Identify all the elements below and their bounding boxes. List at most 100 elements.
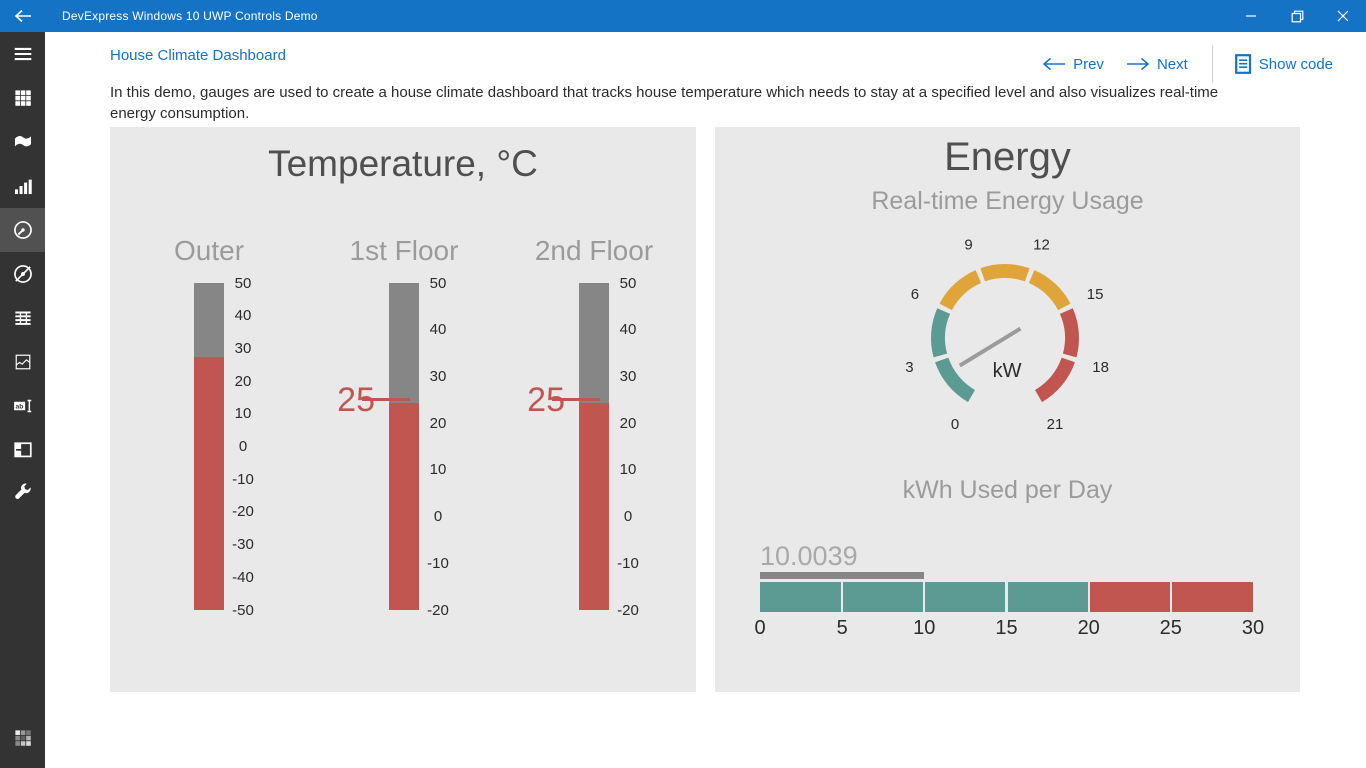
bullet-segment bbox=[1007, 582, 1088, 612]
temp-tick-label: 50 bbox=[619, 274, 637, 292]
radial-gauge-segment bbox=[1034, 357, 1075, 403]
bullet-tick-label: 0 bbox=[754, 617, 766, 639]
temperature-title: Temperature, °C bbox=[268, 143, 538, 184]
back-button[interactable] bbox=[0, 0, 46, 32]
sidebar-item-gauge[interactable] bbox=[0, 208, 45, 252]
radial-gauge-segment bbox=[935, 357, 976, 403]
back-arrow-icon bbox=[14, 9, 31, 23]
bullet-segment bbox=[843, 582, 924, 612]
temp-gauge-bar bbox=[194, 283, 224, 610]
sidebar: ab bbox=[0, 32, 45, 768]
minimize-icon bbox=[1246, 15, 1256, 17]
main-content: House Climate Dashboard Prev Next Show c… bbox=[45, 32, 1366, 768]
close-icon bbox=[1337, 10, 1349, 22]
temp-tick-label: 40 bbox=[429, 321, 447, 339]
sidebar-item-range-chart[interactable] bbox=[0, 340, 45, 384]
bar-chart-icon bbox=[14, 179, 32, 195]
radial-gauge-segment bbox=[1059, 308, 1079, 358]
demo-description: In this demo, gauges are used to create … bbox=[110, 82, 1218, 124]
temp-gauge-fill bbox=[579, 403, 609, 610]
target-marker-line bbox=[362, 398, 410, 402]
sidebar-item-flag[interactable] bbox=[0, 120, 45, 164]
target-marker-label: 25 bbox=[337, 380, 375, 419]
dashboard-panels: Temperature, °C Outer 50 40 30 20 10 0 -10 -20 -3… bbox=[110, 127, 1300, 692]
menu-icon bbox=[14, 47, 31, 61]
show-code-button[interactable]: Show code bbox=[1234, 54, 1333, 74]
temp-tick-label: 20 bbox=[429, 414, 447, 432]
temp-tick-label: 50 bbox=[429, 274, 447, 292]
titlebar: DevExpress Windows 10 UWP Controls Demo bbox=[0, 0, 1366, 32]
sidebar-item-editors[interactable]: ab bbox=[0, 384, 45, 428]
prev-button[interactable]: Prev bbox=[1042, 56, 1104, 73]
sidebar-item-table[interactable] bbox=[0, 296, 45, 340]
temp-tick-label: 30 bbox=[429, 367, 447, 385]
sidebar-item-tiles[interactable] bbox=[0, 76, 45, 120]
sidebar-item-compass[interactable] bbox=[0, 252, 45, 296]
kwh-value-label: 10.0039 bbox=[760, 541, 858, 571]
radial-energy-gauge: 0 3 6 9 12 15 18 21 kW bbox=[905, 236, 1109, 433]
temp-tick-label: -20 bbox=[427, 601, 449, 619]
radial-tick-label: 18 bbox=[1092, 359, 1109, 376]
bullet-tick-label: 20 bbox=[1077, 617, 1100, 639]
temp-tick-label: -20 bbox=[232, 503, 254, 521]
temp-tick-label: 20 bbox=[619, 414, 637, 432]
compass-icon bbox=[13, 265, 32, 283]
sidebar-item-wrench[interactable] bbox=[0, 472, 45, 516]
temp-tick-label: 40 bbox=[619, 321, 637, 339]
temp-tick-label: -10 bbox=[617, 554, 639, 572]
temp-tick-label: 30 bbox=[234, 339, 252, 357]
temp-tick-label: 0 bbox=[433, 508, 443, 526]
next-button[interactable]: Next bbox=[1126, 56, 1188, 73]
breadcrumb[interactable]: House Climate Dashboard bbox=[110, 47, 286, 64]
range-chart-icon bbox=[15, 354, 30, 370]
radial-gauge-segment bbox=[980, 264, 1030, 282]
show-code-label: Show code bbox=[1258, 55, 1333, 73]
close-button[interactable] bbox=[1320, 0, 1366, 32]
temperature-panel: Temperature, °C Outer 50 40 30 20 10 0 -10 -20 -3… bbox=[110, 127, 696, 692]
radial-tick-label: 0 bbox=[951, 416, 959, 433]
temp-tick-label: 50 bbox=[234, 274, 252, 292]
editors-icon: ab bbox=[13, 399, 31, 413]
sidebar-item-bar-chart[interactable] bbox=[0, 164, 45, 208]
radial-tick-label: 6 bbox=[911, 286, 919, 303]
gauge-needle bbox=[958, 326, 1022, 368]
temp-gauge-bar bbox=[579, 283, 609, 610]
tiles-icon bbox=[14, 90, 31, 106]
restore-button[interactable] bbox=[1274, 0, 1320, 32]
temp-tick-label: 10 bbox=[429, 461, 447, 479]
temp-gauge-label: 1st Floor bbox=[349, 235, 459, 266]
layout-icon bbox=[13, 442, 32, 458]
kw-unit-label: kW bbox=[993, 360, 1022, 382]
bullet-tick-label: 5 bbox=[836, 617, 848, 639]
bullet-tick-label: 10 bbox=[913, 617, 936, 639]
demo-nav: Prev Next Show code bbox=[1042, 45, 1333, 83]
temp-tick-label: -50 bbox=[232, 601, 254, 619]
temp-tick-label: -10 bbox=[232, 470, 254, 488]
next-label: Next bbox=[1156, 55, 1188, 73]
bullet-segment bbox=[1089, 582, 1170, 612]
temp-gauge-bar bbox=[389, 283, 419, 610]
bullet-tick-label: 30 bbox=[1241, 617, 1265, 639]
sidebar-item-layout[interactable] bbox=[0, 428, 45, 472]
radial-gauge-segment bbox=[939, 270, 982, 311]
bullet-value-bar bbox=[760, 572, 925, 579]
sidebar-item-menu[interactable] bbox=[0, 32, 45, 76]
table-icon bbox=[14, 311, 31, 325]
sidebar-item-apps[interactable] bbox=[0, 716, 45, 760]
kwh-title: kWh Used per Day bbox=[902, 476, 1113, 504]
left-arrow-icon bbox=[1042, 57, 1066, 71]
radial-tick-label: 15 bbox=[1087, 286, 1104, 303]
temp-tick-label: 10 bbox=[619, 461, 637, 479]
temp-tick-label: 40 bbox=[234, 307, 252, 325]
radial-tick-label: 3 bbox=[905, 359, 913, 376]
temp-gauge-fill bbox=[194, 356, 224, 610]
minimize-button[interactable] bbox=[1228, 0, 1274, 32]
bullet-segment bbox=[925, 582, 1006, 612]
apps-icon bbox=[14, 730, 31, 746]
svg-text:ab: ab bbox=[15, 403, 23, 410]
window-title: DevExpress Windows 10 UWP Controls Demo bbox=[62, 9, 318, 23]
radial-tick-label: 9 bbox=[964, 236, 972, 253]
energy-subtitle: Real-time Energy Usage bbox=[871, 187, 1144, 215]
bullet-segment bbox=[760, 582, 842, 612]
temp-tick-label: -20 bbox=[617, 601, 639, 619]
